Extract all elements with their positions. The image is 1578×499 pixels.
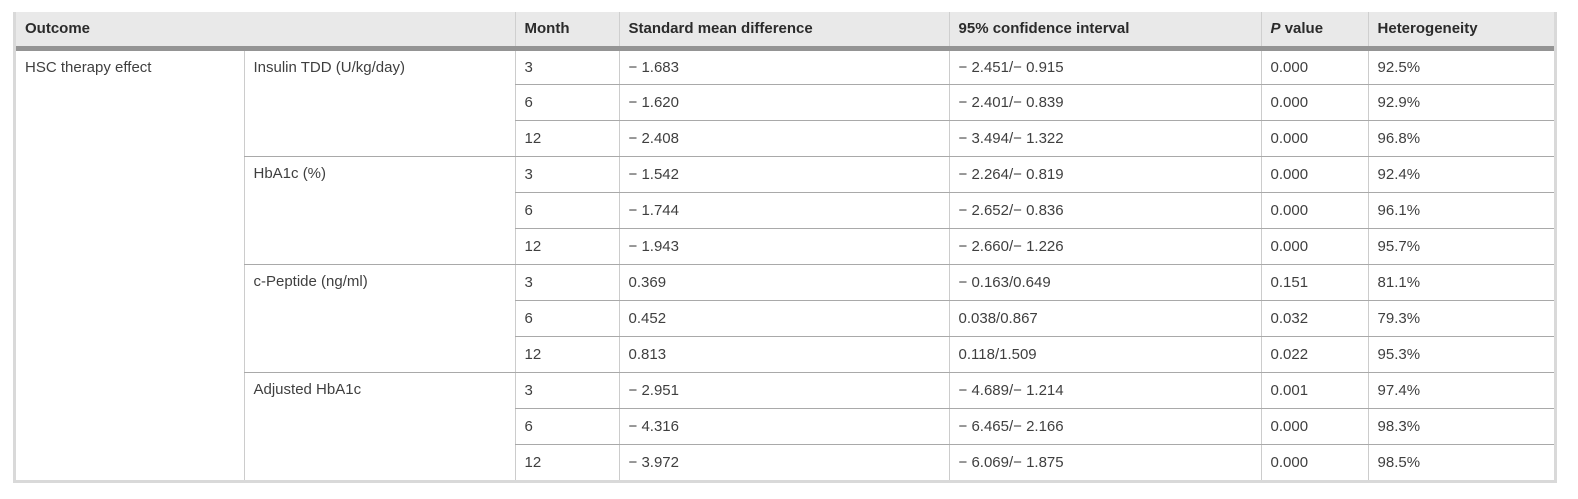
table-row: 6 0.452 0.038/0.867 0.032 79.3%	[16, 300, 1555, 337]
heterogeneity-cell: 92.4%	[1367, 156, 1555, 193]
heterogeneity-cell: 97.4%	[1367, 372, 1555, 409]
header-outcome: Outcome	[16, 12, 516, 51]
month-cell: 6	[514, 192, 620, 229]
month-cell: 12	[514, 336, 620, 373]
ci-cell: − 2.652/− 0.836	[948, 192, 1262, 229]
outcome-group-cell: c-Peptide (ng/ml)	[243, 264, 516, 373]
p-value-cell: 0.000	[1260, 192, 1369, 229]
p-italic-label: P	[1270, 20, 1281, 38]
heterogeneity-cell: 79.3%	[1367, 300, 1555, 337]
table-row: 12 − 2.408 − 3.494/− 1.322 0.000 96.8%	[16, 120, 1555, 157]
table-row: 12 − 1.943 − 2.660/− 1.226 0.000 95.7%	[16, 228, 1555, 265]
smd-cell: − 2.951	[618, 372, 950, 409]
table-row: HSC therapy effect Insulin TDD (U/kg/day…	[16, 48, 1555, 480]
p-value-cell: 0.001	[1260, 372, 1369, 409]
ci-cell: − 2.401/− 0.839	[948, 84, 1262, 121]
table-header: Outcome Month Standard mean difference 9…	[16, 12, 1555, 51]
ci-cell: − 6.465/− 2.166	[948, 408, 1262, 445]
p-value-cell: 0.000	[1260, 48, 1369, 85]
p-value-cell: 0.000	[1260, 84, 1369, 121]
header-row: Outcome Month Standard mean difference 9…	[16, 12, 1555, 51]
month-cell: 6	[514, 84, 620, 121]
smd-cell: − 2.408	[618, 120, 950, 157]
table-row: 6 − 1.744 − 2.652/− 0.836 0.000 96.1%	[16, 192, 1555, 229]
month-cell: 12	[514, 228, 620, 265]
smd-cell: − 3.972	[618, 444, 950, 480]
heterogeneity-cell: 96.8%	[1367, 120, 1555, 157]
table-row: 6 − 1.620 − 2.401/− 0.839 0.000 92.9%	[16, 84, 1555, 121]
header-p-value: P value	[1260, 12, 1369, 51]
ci-cell: 0.038/0.867	[948, 300, 1262, 337]
outcome-group-cell: HbA1c (%)	[243, 156, 516, 265]
p-value-cell: 0.000	[1260, 444, 1369, 480]
ci-cell: − 2.264/− 0.819	[948, 156, 1262, 193]
outcome-group-cell: Insulin TDD (U/kg/day)	[243, 48, 516, 157]
month-cell: 6	[514, 300, 620, 337]
ci-cell: − 4.689/− 1.214	[948, 372, 1262, 409]
heterogeneity-cell: 95.7%	[1367, 228, 1555, 265]
heterogeneity-cell: 92.5%	[1367, 48, 1555, 85]
table-body: HSC therapy effect Insulin TDD (U/kg/day…	[16, 48, 1555, 480]
month-cell: 3	[514, 48, 620, 85]
smd-cell: 0.369	[618, 264, 950, 301]
p-value-cell: 0.000	[1260, 228, 1369, 265]
ci-cell: − 0.163/0.649	[948, 264, 1262, 301]
p-value-cell: 0.000	[1260, 156, 1369, 193]
table-row: Adjusted HbA1c 3 − 2.951 − 4.689/− 1.214…	[16, 372, 1555, 480]
table-row: 6 − 4.316 − 6.465/− 2.166 0.000 98.3%	[16, 408, 1555, 445]
smd-cell: − 1.744	[618, 192, 950, 229]
p-value-cell: 0.032	[1260, 300, 1369, 337]
outcome-cell: HSC therapy effect	[16, 48, 244, 480]
heterogeneity-cell: 98.5%	[1367, 444, 1555, 480]
month-cell: 3	[514, 264, 620, 301]
outcome-group-cell: Adjusted HbA1c	[243, 372, 516, 480]
month-cell: 3	[514, 156, 620, 193]
heterogeneity-cell: 96.1%	[1367, 192, 1555, 229]
header-month: Month	[514, 12, 620, 51]
ci-cell: − 2.660/− 1.226	[948, 228, 1262, 265]
p-value-cell: 0.000	[1260, 408, 1369, 445]
p-value-cell: 0.022	[1260, 336, 1369, 373]
p-value-cell: 0.000	[1260, 120, 1369, 157]
ci-cell: − 3.494/− 1.322	[948, 120, 1262, 157]
smd-cell: − 1.542	[618, 156, 950, 193]
smd-cell: − 4.316	[618, 408, 950, 445]
heterogeneity-cell: 98.3%	[1367, 408, 1555, 445]
heterogeneity-cell: 95.3%	[1367, 336, 1555, 373]
table-row: 12 0.813 0.118/1.509 0.022 95.3%	[16, 336, 1555, 373]
table-row: 12 − 3.972 − 6.069/− 1.875 0.000 98.5%	[16, 444, 1555, 480]
smd-cell: 0.452	[618, 300, 950, 337]
ci-cell: − 6.069/− 1.875	[948, 444, 1262, 480]
heterogeneity-cell: 81.1%	[1367, 264, 1555, 301]
smd-cell: 0.813	[618, 336, 950, 373]
heterogeneity-cell: 92.9%	[1367, 84, 1555, 121]
ci-cell: − 2.451/− 0.915	[948, 48, 1262, 85]
meta-analysis-table-frame: Outcome Month Standard mean difference 9…	[13, 12, 1557, 483]
header-smd: Standard mean difference	[618, 12, 950, 51]
header-ci: 95% confidence interval	[948, 12, 1262, 51]
smd-cell: − 1.620	[618, 84, 950, 121]
smd-cell: − 1.943	[618, 228, 950, 265]
table-row: c-Peptide (ng/ml) 3 0.369 − 0.163/0.649 …	[16, 264, 1555, 373]
month-cell: 3	[514, 372, 620, 409]
p-rest-label: value	[1284, 20, 1324, 38]
meta-analysis-table: Outcome Month Standard mean difference 9…	[16, 12, 1555, 480]
table-row: HbA1c (%) 3 − 1.542 − 2.264/− 0.819 0.00…	[16, 156, 1555, 265]
smd-cell: − 1.683	[618, 48, 950, 85]
month-cell: 12	[514, 120, 620, 157]
p-value-cell: 0.151	[1260, 264, 1369, 301]
header-heterogeneity: Heterogeneity	[1367, 12, 1555, 51]
ci-cell: 0.118/1.509	[948, 336, 1262, 373]
month-cell: 12	[514, 444, 620, 480]
month-cell: 6	[514, 408, 620, 445]
